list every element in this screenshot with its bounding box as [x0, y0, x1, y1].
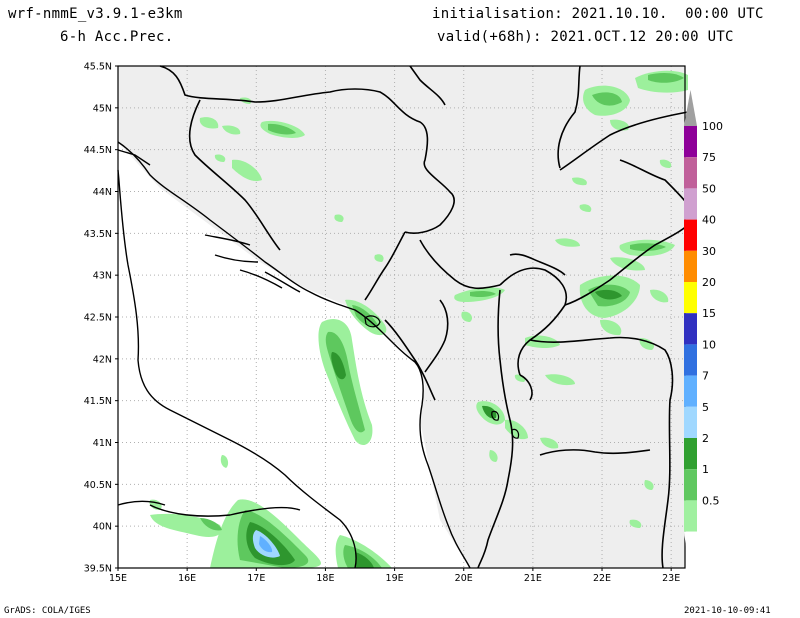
colorbar-label: 15 — [702, 307, 716, 320]
colorbar-segment — [684, 469, 697, 501]
lon-label: 16E — [178, 573, 196, 584]
lat-label: 42N — [93, 354, 112, 365]
model-title: wrf-nmmE_v3.9.1-e3km — [8, 6, 183, 22]
colorbar-label: 0.5 — [702, 494, 720, 507]
colorbar-label: 5 — [702, 401, 709, 414]
lat-label: 39.5N — [84, 564, 112, 575]
init-time: initialisation: 2021.10.10. 00:00 UTC — [432, 6, 764, 22]
timestamp-text: 2021-10-10-09:41 — [684, 606, 771, 616]
colorbar-segment — [684, 126, 697, 158]
lat-label: 43.5N — [84, 229, 112, 240]
lat-label: 43N — [93, 271, 112, 282]
field-title: 6-h Acc.Prec. — [60, 29, 174, 45]
lat-label: 41.5N — [84, 396, 112, 407]
lon-label: 20E — [455, 573, 473, 584]
lat-label: 42.5N — [84, 313, 112, 324]
colorbar-segment — [684, 438, 697, 470]
lon-label: 17E — [247, 573, 265, 584]
colorbar-segment — [684, 250, 697, 282]
colorbar-segment — [684, 188, 697, 220]
lon-label: 21E — [524, 573, 542, 584]
lon-label: 15E — [109, 573, 127, 584]
lon-label: 22E — [593, 573, 611, 584]
colorbar-label: 10 — [702, 338, 716, 351]
lat-label: 45.5N — [84, 62, 112, 73]
precip-patches — [149, 70, 688, 568]
lat-label: 44N — [93, 187, 112, 198]
lon-label: 23E — [662, 573, 680, 584]
colorbar-label: 100 — [702, 120, 723, 133]
colorbar-label: 2 — [702, 432, 709, 445]
borders — [159, 65, 689, 569]
colorbar-label: 40 — [702, 214, 716, 227]
sea-area — [118, 142, 470, 568]
lon-label: 19E — [386, 573, 404, 584]
colorbar-label: 50 — [702, 182, 716, 195]
colorbar-segment — [684, 406, 697, 438]
lon-label: 18E — [316, 573, 334, 584]
colorbar-segment — [684, 219, 697, 251]
colorbar-label: 1 — [702, 463, 709, 476]
lat-label: 44.5N — [84, 145, 112, 156]
credit-text: GrADS: COLA/IGES — [4, 606, 91, 616]
colorbar-label: 20 — [702, 276, 716, 289]
lat-label: 41N — [93, 438, 112, 449]
colorbar-top-arrow — [684, 90, 697, 126]
colorbar-segment — [684, 500, 697, 532]
lakes — [364, 315, 520, 439]
colorbar-segment — [684, 375, 697, 407]
coastlines — [117, 141, 471, 569]
colorbar-label: 7 — [702, 370, 709, 383]
axis-labels: 15E 16E 17E 18E 19E 20E 21E 22E 23E 45.5N 45N 44.5N… — [84, 62, 680, 585]
colorbar-segment — [684, 282, 697, 314]
lat-label: 45N — [93, 103, 112, 114]
colorbar-segment — [684, 157, 697, 189]
lat-label: 40.5N — [84, 480, 112, 491]
valid-time: valid(+68h): 2021.OCT.12 20:00 UTC — [437, 29, 734, 45]
lat-label: 40N — [93, 522, 112, 533]
colorbar-label: 75 — [702, 151, 716, 164]
colorbar-label: 30 — [702, 245, 716, 258]
colorbar-segment — [684, 344, 697, 376]
colorbar-segment — [684, 313, 697, 345]
colorbar-bottom-arrow — [684, 531, 697, 582]
